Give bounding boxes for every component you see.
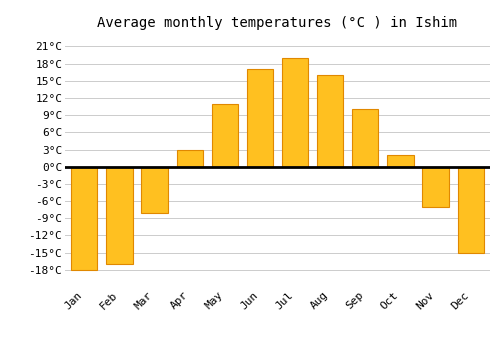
Bar: [317, 75, 344, 167]
Bar: [106, 167, 132, 264]
Bar: [282, 58, 308, 167]
Bar: [142, 167, 168, 212]
Bar: [458, 167, 484, 253]
Bar: [388, 155, 413, 167]
Title: Average monthly temperatures (°C ) in Ishim: Average monthly temperatures (°C ) in Is…: [98, 16, 458, 30]
Bar: [422, 167, 448, 207]
Bar: [176, 149, 203, 167]
Bar: [71, 167, 98, 270]
Bar: [247, 69, 273, 167]
Bar: [352, 110, 378, 167]
Bar: [212, 104, 238, 167]
